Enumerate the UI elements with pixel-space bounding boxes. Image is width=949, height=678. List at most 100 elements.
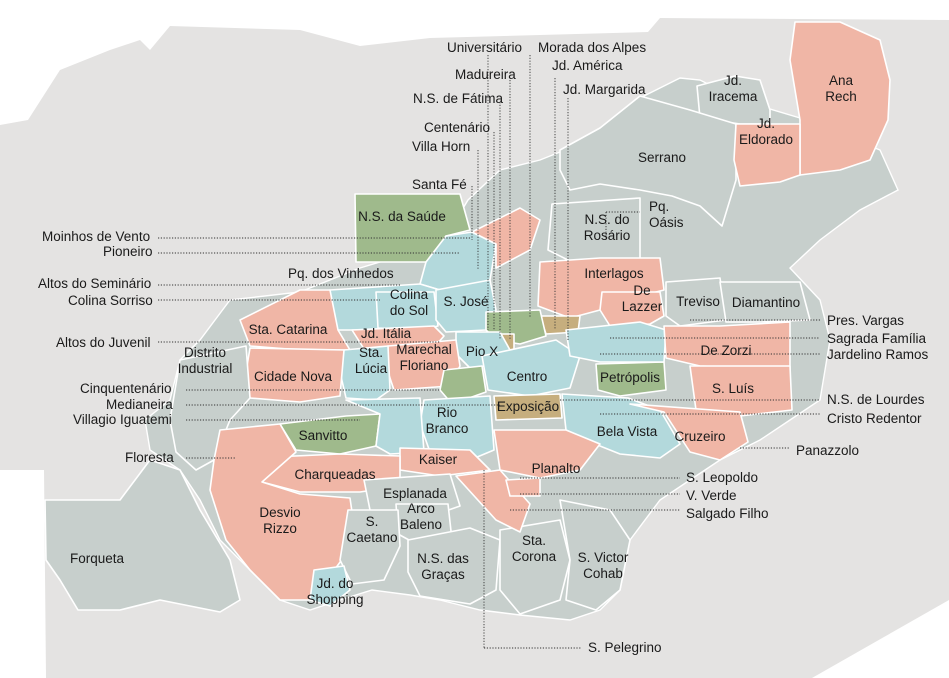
label-jd-america: Jd. América bbox=[552, 58, 623, 73]
label-line: Iracema bbox=[709, 89, 758, 104]
label-line: S. Victor bbox=[578, 550, 629, 565]
region-cruzeiro[interactable] bbox=[629, 403, 749, 461]
label-villagio-iguatemi: Villagio Iguatemi bbox=[73, 412, 172, 427]
label-villa-horn: Villa Horn bbox=[412, 139, 470, 154]
label-line: Jd. do bbox=[317, 576, 354, 591]
label-medianeira: Medianeira bbox=[106, 397, 173, 412]
label-sanvitto: Sanvitto bbox=[299, 428, 348, 443]
region-treviso[interactable] bbox=[665, 277, 727, 327]
region-serrano[interactable] bbox=[559, 95, 737, 227]
region-pres-vargas[interactable] bbox=[565, 321, 667, 363]
label-line: Cohab bbox=[583, 566, 623, 581]
region-moinhos-de-vento[interactable] bbox=[471, 207, 541, 269]
region-jd-eldorado[interactable] bbox=[733, 123, 801, 187]
labels: Universitário Morada dos Alpes Madureira Jd… bbox=[38, 40, 929, 655]
region-ns-das-gracas[interactable] bbox=[407, 527, 501, 605]
label-distrito-industrial: Distrito Industrial bbox=[178, 345, 233, 376]
label-line: Oásis bbox=[649, 215, 684, 230]
label-madureira: Madureira bbox=[455, 67, 516, 82]
label-arco-baleno: Arco Baleno bbox=[400, 501, 442, 532]
label-s-caetano: S. Caetano bbox=[346, 514, 397, 545]
label-s-leopoldo: S. Leopoldo bbox=[686, 470, 758, 485]
label-universitario: Universitário bbox=[447, 40, 522, 55]
label-treviso: Treviso bbox=[676, 294, 720, 309]
label-s-luis: S. Luís bbox=[712, 381, 754, 396]
region-s-caetano[interactable] bbox=[339, 509, 401, 585]
label-line: N.S. do bbox=[584, 212, 629, 227]
label-s-jose: S. José bbox=[443, 294, 488, 309]
label-s-pelegrino: S. Pelegrino bbox=[588, 640, 662, 655]
label-line: Arco bbox=[407, 501, 435, 516]
label-line: Baleno bbox=[400, 517, 442, 532]
label-ns-das-gracas: N.S. das Graças bbox=[417, 551, 469, 582]
region-sta-corona[interactable] bbox=[499, 519, 571, 615]
label-floresta: Floresta bbox=[125, 450, 174, 465]
region-s-victor-cohab[interactable] bbox=[559, 499, 631, 611]
outer-white-bottom bbox=[0, 470, 46, 678]
label-line: Desvio bbox=[259, 505, 300, 520]
label-line: Sta. bbox=[359, 345, 383, 360]
label-pio-x: Pio X bbox=[466, 344, 498, 359]
label-s-victor-cohab: S. Victor Cohab bbox=[578, 550, 629, 581]
outer-white-area bbox=[0, 0, 949, 125]
label-ns-de-fatima: N.S. de Fátima bbox=[413, 91, 504, 106]
label-esplanada: Esplanada bbox=[383, 486, 447, 501]
label-cidade-nova: Cidade Nova bbox=[254, 369, 333, 384]
label-interlagos: Interlagos bbox=[584, 266, 644, 281]
label-desvio-rizzo: Desvio Rizzo bbox=[259, 505, 300, 536]
label-centenario: Centenário bbox=[424, 120, 490, 135]
label-line: Rio bbox=[437, 405, 457, 420]
label-jd-eldorado: Jd. Eldorado bbox=[739, 116, 793, 147]
label-jd-iracema: Jd. Iracema bbox=[709, 73, 758, 104]
label-line: do Sol bbox=[390, 303, 428, 318]
region-diamantino[interactable] bbox=[719, 281, 811, 323]
label-v-verde: V. Verde bbox=[686, 488, 737, 503]
region-villagio-iguatemi[interactable] bbox=[345, 397, 425, 455]
label-altos-do-juvenil: Altos do Juvenil bbox=[56, 335, 151, 350]
label-colina-sorriso: Colina Sorriso bbox=[68, 293, 153, 308]
label-line: Colina bbox=[390, 287, 429, 302]
label-diamantino: Diamantino bbox=[732, 295, 800, 310]
label-jardelino-ramos: Jardelino Ramos bbox=[827, 347, 929, 362]
region-forqueta[interactable] bbox=[44, 459, 241, 613]
outer-white-bottom-right bbox=[812, 600, 949, 678]
label-forqueta: Forqueta bbox=[70, 551, 125, 566]
region-centro[interactable] bbox=[481, 339, 581, 397]
label-line: Eldorado bbox=[739, 132, 793, 147]
region-exposicao[interactable] bbox=[493, 393, 563, 421]
label-line: Ana bbox=[829, 73, 854, 88]
label-charqueadas: Charqueadas bbox=[294, 467, 375, 482]
label-altos-do-seminario: Altos do Seminário bbox=[38, 276, 151, 291]
label-ns-de-lourdes: N.S. de Lourdes bbox=[827, 392, 925, 407]
region-ana-rech[interactable] bbox=[789, 21, 891, 176]
region-de-lazzer[interactable] bbox=[599, 291, 665, 327]
label-jd-do-shopping: Jd. do Shopping bbox=[306, 576, 363, 607]
label-jd-italia: Jd. Itália bbox=[361, 326, 412, 341]
label-pioneiro: Pioneiro bbox=[103, 244, 153, 259]
label-sta-catarina: Sta. Catarina bbox=[249, 322, 328, 337]
label-ns-do-rosario: N.S. do Rosário bbox=[584, 212, 631, 243]
label-de-lazzer: De Lazzer bbox=[622, 283, 663, 314]
region-s-luis[interactable] bbox=[689, 365, 793, 417]
label-line: Jd. bbox=[757, 116, 775, 131]
label-line: Marechal bbox=[396, 342, 452, 357]
label-sta-corona: Sta. Corona bbox=[512, 533, 557, 564]
label-pq-dos-vinhedos: Pq. dos Vinhedos bbox=[288, 266, 394, 281]
leader-lines bbox=[158, 55, 820, 649]
label-pres-vargas: Pres. Vargas bbox=[827, 313, 904, 328]
label-panazzolo: Panazzolo bbox=[796, 443, 859, 458]
label-line: Graças bbox=[421, 567, 465, 582]
label-kaiser: Kaiser bbox=[419, 452, 458, 467]
region-v-verde[interactable] bbox=[505, 477, 541, 497]
label-line: Distrito bbox=[184, 345, 226, 360]
label-line: Rosário bbox=[584, 228, 631, 243]
label-line: Caetano bbox=[346, 530, 397, 545]
label-pq-oasis: Pq. Oásis bbox=[649, 199, 684, 230]
region-sta-catarina[interactable] bbox=[239, 289, 351, 351]
label-line: Lúcia bbox=[355, 361, 388, 376]
label-colina-do-sol: Colina do Sol bbox=[390, 287, 429, 318]
label-salgado-filho: Salgado Filho bbox=[686, 506, 769, 521]
label-planalto: Planalto bbox=[532, 461, 581, 476]
region-jd-do-shopping[interactable] bbox=[309, 565, 351, 607]
